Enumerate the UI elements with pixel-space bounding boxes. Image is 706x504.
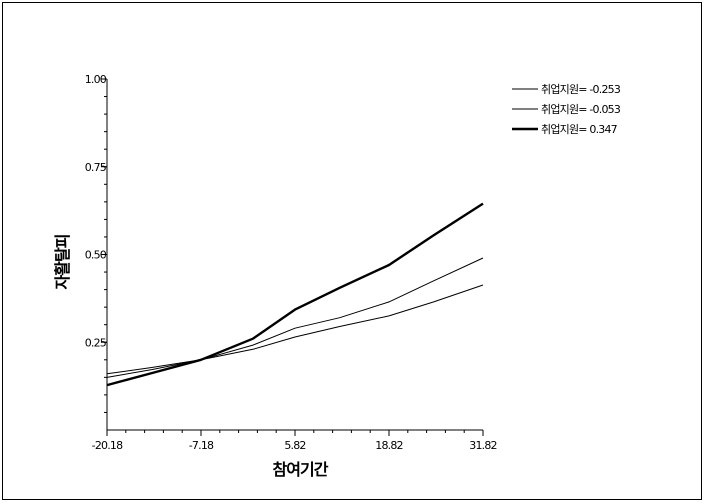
x-tick-label: 5.82 — [284, 439, 305, 452]
y-axis-label: 자활탈피 — [53, 235, 72, 290]
y-tick-label: 0.25 — [85, 336, 107, 349]
y-tick-label: 1.00 — [85, 73, 107, 86]
series-line-3 — [106, 202, 484, 387]
chart-frame — [2, 2, 702, 500]
legend-label-2: 취업지원= -0.053 — [541, 103, 621, 116]
x-axis-label: 참여기간 — [273, 460, 329, 479]
chart-series — [106, 202, 484, 387]
chart-axes: -20.18 -7.18 5.82 18.82 31.82 0.25 0.50 0.75 1.0… — [85, 73, 498, 452]
x-tick-label: 18.82 — [375, 439, 403, 452]
legend-label-3: 취업지원= 0.347 — [541, 123, 618, 136]
x-tick-label: 31.82 — [469, 439, 497, 452]
series-line-1 — [106, 284, 484, 375]
x-tick-label: -7.18 — [189, 439, 214, 452]
x-tick-label: -20.18 — [92, 439, 123, 452]
series-line-2 — [106, 257, 484, 378]
chart-legend: 취업지원= -0.253 취업지원= -0.053 취업지원= 0.347 — [512, 83, 622, 136]
y-tick-label: 0.50 — [85, 249, 107, 262]
legend-label-1: 취업지원= -0.253 — [541, 83, 621, 96]
y-tick-label: 0.75 — [85, 161, 107, 174]
